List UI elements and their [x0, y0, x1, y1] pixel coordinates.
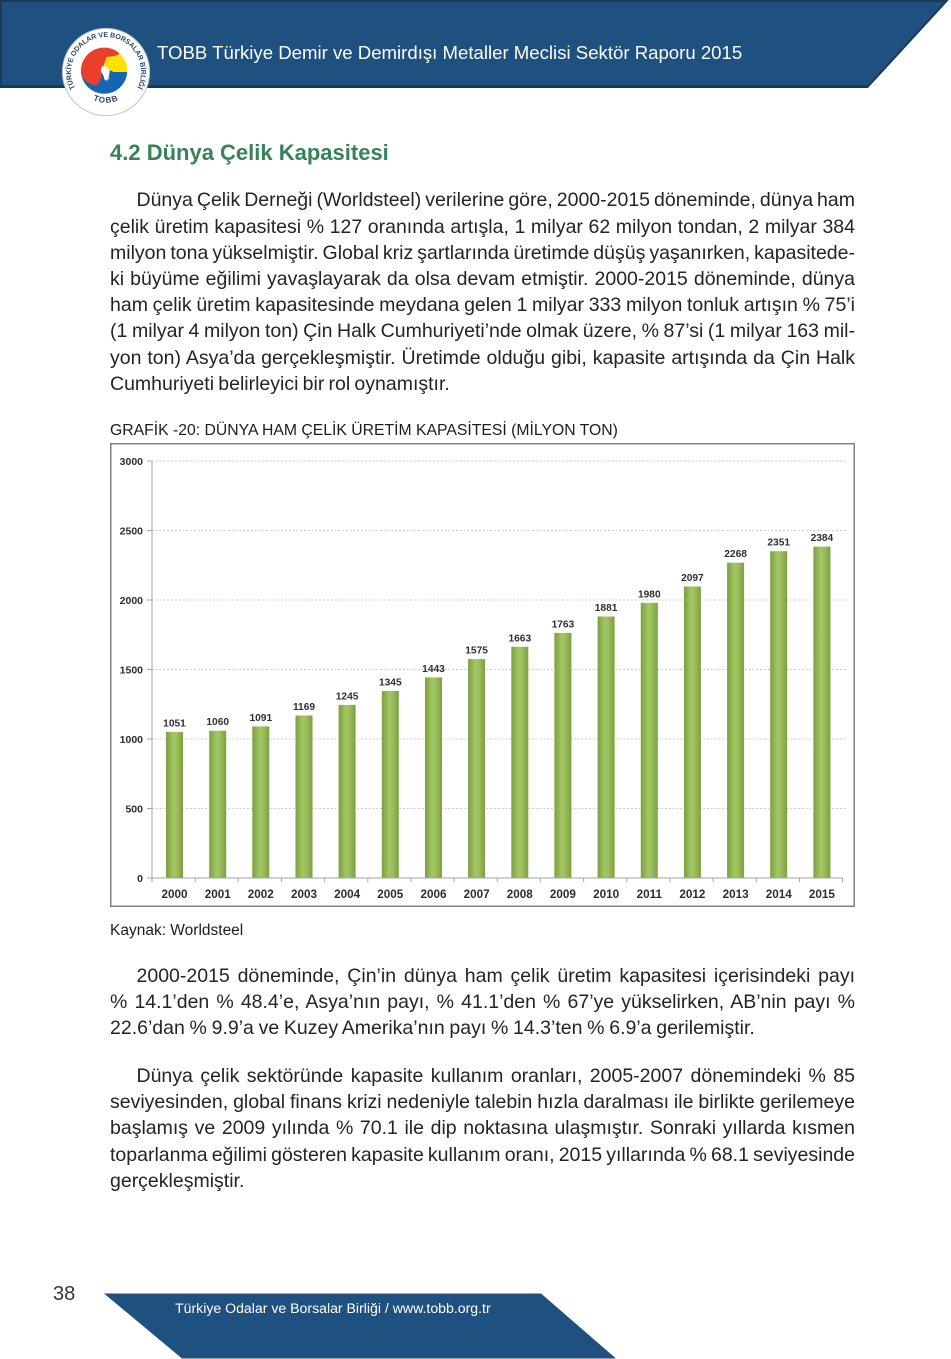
svg-text:500: 500	[125, 804, 143, 816]
svg-text:TOBB: TOBB	[92, 94, 119, 105]
svg-text:2013: 2013	[723, 888, 750, 901]
svg-text:2004: 2004	[334, 888, 361, 901]
svg-text:2268: 2268	[724, 549, 747, 560]
svg-text:2010: 2010	[593, 888, 620, 901]
svg-text:1500: 1500	[120, 665, 144, 677]
svg-text:1663: 1663	[508, 633, 531, 644]
svg-text:2011: 2011	[637, 888, 663, 901]
svg-text:1060: 1060	[206, 717, 229, 728]
svg-text:2384: 2384	[811, 533, 834, 544]
svg-text:2351: 2351	[767, 538, 790, 549]
svg-text:2009: 2009	[550, 888, 577, 901]
svg-text:1091: 1091	[249, 713, 272, 724]
svg-text:1443: 1443	[422, 664, 445, 675]
svg-text:2001: 2001	[205, 888, 232, 901]
svg-text:1763: 1763	[552, 619, 575, 630]
svg-text:2015: 2015	[809, 888, 836, 901]
svg-text:2008: 2008	[507, 888, 534, 901]
svg-text:2097: 2097	[681, 573, 704, 584]
svg-text:1000: 1000	[120, 734, 144, 746]
svg-text:1345: 1345	[379, 678, 402, 689]
svg-text:2003: 2003	[291, 888, 318, 901]
svg-text:2005: 2005	[377, 888, 404, 901]
svg-text:2006: 2006	[420, 888, 447, 901]
svg-text:1245: 1245	[336, 691, 359, 702]
svg-text:2014: 2014	[766, 888, 793, 901]
svg-text:1051: 1051	[163, 718, 186, 729]
svg-text:1575: 1575	[465, 646, 488, 657]
svg-text:2002: 2002	[248, 888, 275, 901]
svg-text:1881: 1881	[595, 603, 618, 614]
svg-text:1980: 1980	[638, 589, 661, 600]
svg-text:2000: 2000	[120, 595, 144, 607]
svg-text:2007: 2007	[464, 888, 490, 901]
svg-text:0: 0	[137, 873, 143, 885]
svg-text:2500: 2500	[120, 526, 144, 538]
svg-text:3000: 3000	[120, 456, 144, 468]
svg-text:2000: 2000	[161, 888, 188, 901]
svg-text:2012: 2012	[679, 888, 706, 901]
svg-text:1169: 1169	[293, 702, 315, 713]
